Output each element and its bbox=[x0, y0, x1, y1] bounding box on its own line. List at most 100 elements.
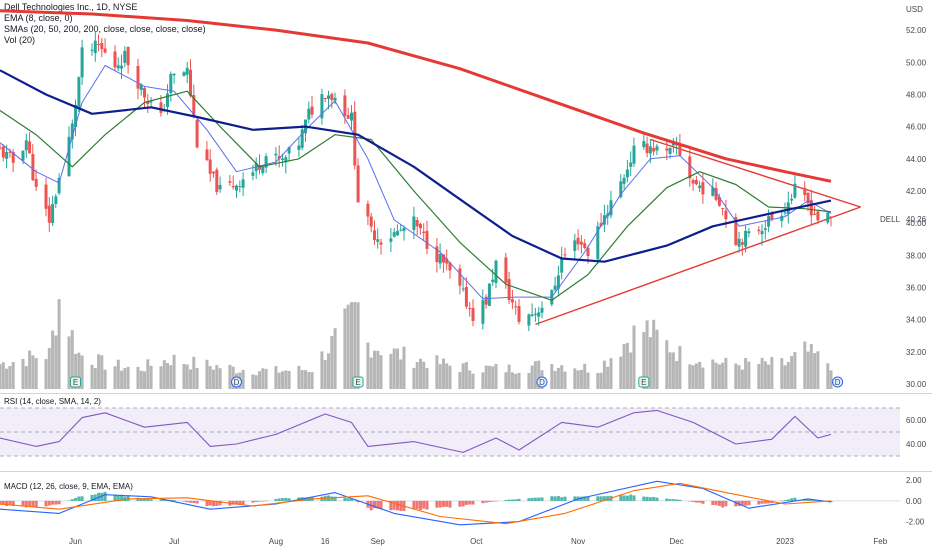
volume-bar bbox=[47, 348, 51, 389]
macd-histogram-bar bbox=[284, 497, 288, 501]
macd-histogram-bar bbox=[93, 494, 97, 501]
volume-bar bbox=[642, 332, 646, 389]
candle-body bbox=[192, 95, 196, 117]
macd-histogram-bar bbox=[517, 498, 521, 501]
candle-body bbox=[356, 165, 360, 203]
volume-bar bbox=[576, 370, 580, 389]
candle-body bbox=[563, 254, 567, 256]
sma-legend[interactable]: SMAs (20, 50, 200, 200, close, close, cl… bbox=[4, 24, 206, 34]
volume-bar bbox=[218, 368, 222, 389]
price-tick-label: 48.00 bbox=[906, 91, 927, 100]
volume-bar bbox=[527, 373, 531, 389]
macd-histogram-bar bbox=[560, 497, 564, 501]
volume-legend[interactable]: Vol (20) bbox=[4, 35, 36, 45]
macd-histogram-bar bbox=[350, 499, 353, 501]
volume-bar bbox=[780, 358, 784, 389]
macd-histogram-bar bbox=[205, 500, 209, 506]
candle-body bbox=[238, 186, 242, 188]
volume-bar bbox=[350, 302, 353, 389]
volume-bar bbox=[698, 361, 702, 389]
candle-body bbox=[668, 147, 672, 154]
macd-histogram-bar bbox=[763, 500, 767, 504]
volume-bar bbox=[445, 363, 449, 389]
macd-histogram-bar bbox=[491, 500, 495, 502]
macd-histogram-bar bbox=[619, 495, 623, 501]
volume-bar bbox=[491, 366, 495, 389]
currency-label: USD bbox=[906, 5, 923, 14]
candle-body bbox=[373, 230, 376, 240]
candle-body bbox=[310, 106, 314, 115]
volume-bar bbox=[553, 371, 557, 389]
volume-bar bbox=[415, 362, 419, 389]
volume-bar bbox=[215, 365, 219, 389]
volume-bar bbox=[537, 360, 541, 389]
volume-bar bbox=[533, 361, 537, 389]
macd-histogram-bar bbox=[668, 499, 672, 501]
candle-body bbox=[235, 185, 238, 191]
macd-histogram-bar bbox=[231, 500, 235, 505]
volume-bar bbox=[701, 367, 705, 389]
volume-bar bbox=[5, 368, 9, 389]
candle-body bbox=[714, 188, 718, 200]
candle-body bbox=[767, 216, 771, 227]
macd-histogram-bar bbox=[701, 500, 705, 504]
candle-body bbox=[560, 257, 564, 273]
candle-body bbox=[228, 181, 232, 183]
candle-body bbox=[826, 212, 830, 223]
date-tick-label: Sep bbox=[371, 537, 386, 546]
macd-histogram-bar bbox=[425, 500, 429, 510]
volume-bar bbox=[21, 358, 25, 389]
macd-histogram-bar bbox=[356, 500, 360, 503]
macd-histogram-bar bbox=[678, 499, 682, 501]
volume-bar bbox=[264, 368, 268, 389]
volume-bar bbox=[126, 366, 130, 389]
macd-histogram-bar bbox=[809, 499, 813, 501]
volume-bar bbox=[51, 330, 55, 389]
volume-bar bbox=[402, 346, 406, 389]
macd-histogram-bar bbox=[510, 499, 514, 501]
volume-bar bbox=[116, 359, 120, 389]
candle-body bbox=[389, 238, 393, 242]
macd-histogram-bar bbox=[333, 496, 337, 501]
macd-histogram-bar bbox=[717, 500, 721, 506]
candle-body bbox=[300, 129, 304, 148]
macd-histogram-bar bbox=[747, 500, 751, 506]
candle-body bbox=[770, 213, 774, 219]
volume-bar bbox=[714, 362, 718, 389]
candle-body bbox=[829, 216, 833, 218]
macd-histogram-bar bbox=[767, 500, 771, 504]
candle-body bbox=[402, 227, 406, 232]
macd-histogram-bar bbox=[34, 500, 38, 508]
macd-histogram-bar bbox=[218, 500, 222, 506]
macd-histogram-bar bbox=[77, 496, 81, 501]
volume-bar bbox=[487, 365, 491, 389]
macd-histogram-bar bbox=[648, 497, 652, 501]
volume-bar bbox=[668, 352, 672, 389]
macd-histogram-bar bbox=[277, 498, 281, 501]
volume-bar bbox=[90, 364, 94, 389]
candle-body bbox=[556, 275, 560, 289]
candle-body bbox=[281, 158, 284, 160]
volume-bar bbox=[422, 361, 426, 389]
volume-bar bbox=[136, 366, 140, 389]
macd-histogram-bar bbox=[100, 492, 104, 501]
macd-histogram-bar bbox=[21, 500, 25, 506]
volume-bar bbox=[622, 344, 626, 389]
macd-histogram-bar bbox=[189, 500, 192, 503]
event-marker-label: E bbox=[73, 378, 78, 387]
volume-bar bbox=[208, 366, 212, 389]
candle-body bbox=[379, 242, 383, 245]
macd-histogram-bar bbox=[504, 499, 508, 501]
candle-body bbox=[622, 177, 626, 184]
macd-legend[interactable]: MACD (12, 26, close, 9, EMA, EMA) bbox=[4, 482, 133, 491]
event-marker-label: E bbox=[355, 378, 360, 387]
candle-body bbox=[783, 212, 787, 214]
resistance-line bbox=[650, 138, 861, 208]
volume-bar bbox=[675, 361, 679, 389]
macd-histogram-bar bbox=[251, 500, 255, 503]
rsi-legend[interactable]: RSI (14, close, SMA, 14, 2) bbox=[4, 397, 101, 406]
ema-legend[interactable]: EMA (8, close, 0) bbox=[4, 13, 73, 23]
candle-body bbox=[126, 47, 130, 66]
candle-body bbox=[760, 231, 764, 235]
